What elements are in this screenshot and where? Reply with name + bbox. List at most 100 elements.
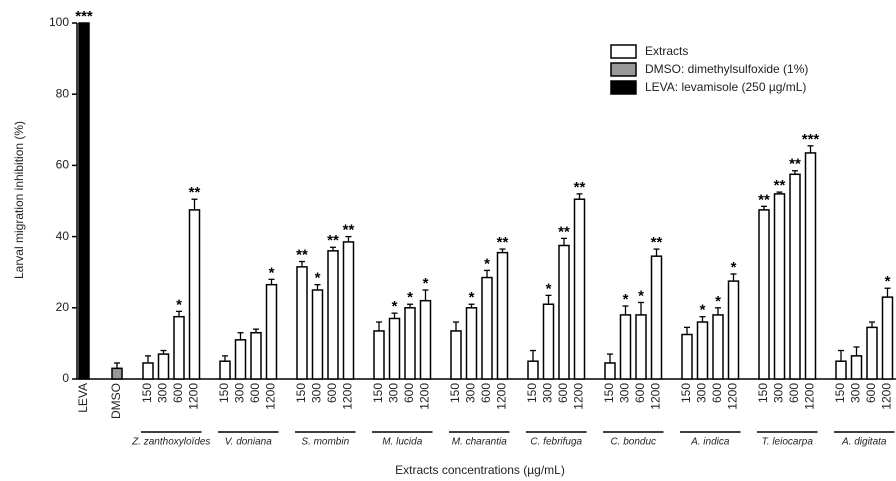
y-tick-label: 0 — [62, 371, 69, 385]
x-tick-label: 150 — [525, 383, 539, 403]
x-tick-label: 150 — [371, 383, 385, 403]
group-label: M. charantia — [452, 437, 507, 448]
x-tick-label: LEVA — [76, 383, 90, 413]
x-tick-label: 300 — [387, 383, 401, 403]
x-tick-label: 600 — [710, 383, 724, 403]
bar — [558, 244, 570, 380]
significance-label: ** — [574, 179, 586, 196]
error-bar — [484, 269, 490, 278]
significance-label: ** — [758, 191, 770, 208]
bar — [296, 266, 308, 380]
significance-label: * — [700, 302, 706, 319]
significance-label: ** — [189, 184, 201, 201]
bar — [542, 303, 555, 380]
bar — [604, 362, 616, 380]
significance-label: * — [176, 296, 182, 313]
error-bar — [160, 349, 167, 355]
x-tick-label: 300 — [310, 383, 324, 403]
error-bar — [222, 355, 228, 362]
error-bar — [422, 289, 429, 301]
x-tick-label: 300 — [772, 383, 786, 403]
x-tick-label: 150 — [294, 383, 308, 403]
error-bar — [253, 328, 259, 333]
significance-label: ** — [558, 223, 570, 240]
legend-label: LEVA: levamisole (250 µg/mL) — [645, 80, 806, 94]
group-label: A. indica — [690, 437, 730, 448]
bar — [712, 314, 724, 380]
error-bar — [145, 355, 151, 363]
x-tick-label: 1200 — [264, 383, 278, 410]
error-bar — [730, 273, 737, 282]
group-label: A. digitata — [841, 437, 887, 448]
significance-label: ** — [789, 156, 801, 173]
bar — [496, 251, 509, 380]
significance-label: * — [269, 264, 275, 281]
bar — [373, 330, 385, 380]
error-bar — [869, 321, 875, 328]
bar — [173, 315, 185, 380]
error-bar — [684, 326, 690, 335]
bar — [758, 209, 770, 380]
error-bar — [792, 170, 798, 175]
bar — [234, 339, 247, 380]
significance-label: *** — [802, 131, 820, 148]
group-label: C. bonduc — [610, 437, 656, 448]
significance-label: ** — [327, 232, 339, 249]
error-bar — [191, 198, 198, 210]
error-bar — [530, 349, 536, 362]
bar — [419, 299, 432, 380]
error-bar — [653, 248, 660, 257]
bar — [804, 152, 817, 380]
bar — [342, 241, 355, 380]
error-bar — [499, 248, 506, 253]
x-tick-label: 150 — [140, 383, 154, 403]
bar — [681, 333, 693, 380]
error-bar — [453, 321, 459, 331]
significance-label: * — [546, 280, 552, 297]
bar — [527, 360, 539, 380]
x-tick-label: 150 — [602, 383, 616, 403]
y-tick-label: 60 — [56, 158, 70, 172]
error-bar — [807, 145, 814, 153]
bar — [850, 355, 863, 380]
error-bar — [561, 237, 567, 246]
x-tick-label: DMSO — [109, 383, 123, 419]
significance-label: * — [392, 298, 398, 315]
error-bar — [176, 310, 182, 317]
error-bar — [761, 205, 767, 210]
significance-label: * — [484, 255, 490, 272]
significance-label: ** — [774, 177, 786, 194]
legend-swatch — [610, 80, 637, 95]
error-bar — [838, 349, 844, 362]
error-bar — [638, 301, 644, 315]
significance-label: * — [407, 289, 413, 306]
bar — [388, 317, 401, 380]
legend-swatch — [610, 62, 637, 77]
x-tick-label: 600 — [248, 383, 262, 403]
significance-label: * — [638, 287, 644, 304]
significance-label: ** — [651, 234, 663, 251]
error-bar — [607, 353, 613, 363]
significance-label: * — [715, 293, 721, 310]
significance-label: ** — [343, 222, 355, 239]
x-tick-label: 1200 — [187, 383, 201, 410]
y-tick-label: 40 — [56, 229, 70, 243]
x-tick-label: 600 — [479, 383, 493, 403]
significance-label: * — [423, 275, 429, 292]
bar — [111, 367, 123, 380]
error-bar — [622, 305, 629, 315]
x-tick-label: 150 — [217, 383, 231, 403]
error-bar — [268, 278, 275, 285]
bar — [142, 362, 154, 380]
significance-label: ** — [296, 246, 308, 263]
bar — [696, 321, 709, 380]
error-bar — [330, 246, 336, 251]
significance-label: ** — [497, 234, 509, 251]
error-bar — [715, 307, 721, 315]
error-bar — [407, 303, 413, 308]
bar — [450, 330, 462, 380]
bar — [727, 280, 740, 380]
group-label: Z. zanthoxyloïdes — [131, 437, 210, 448]
group-label: C. febrifuga — [530, 437, 582, 448]
